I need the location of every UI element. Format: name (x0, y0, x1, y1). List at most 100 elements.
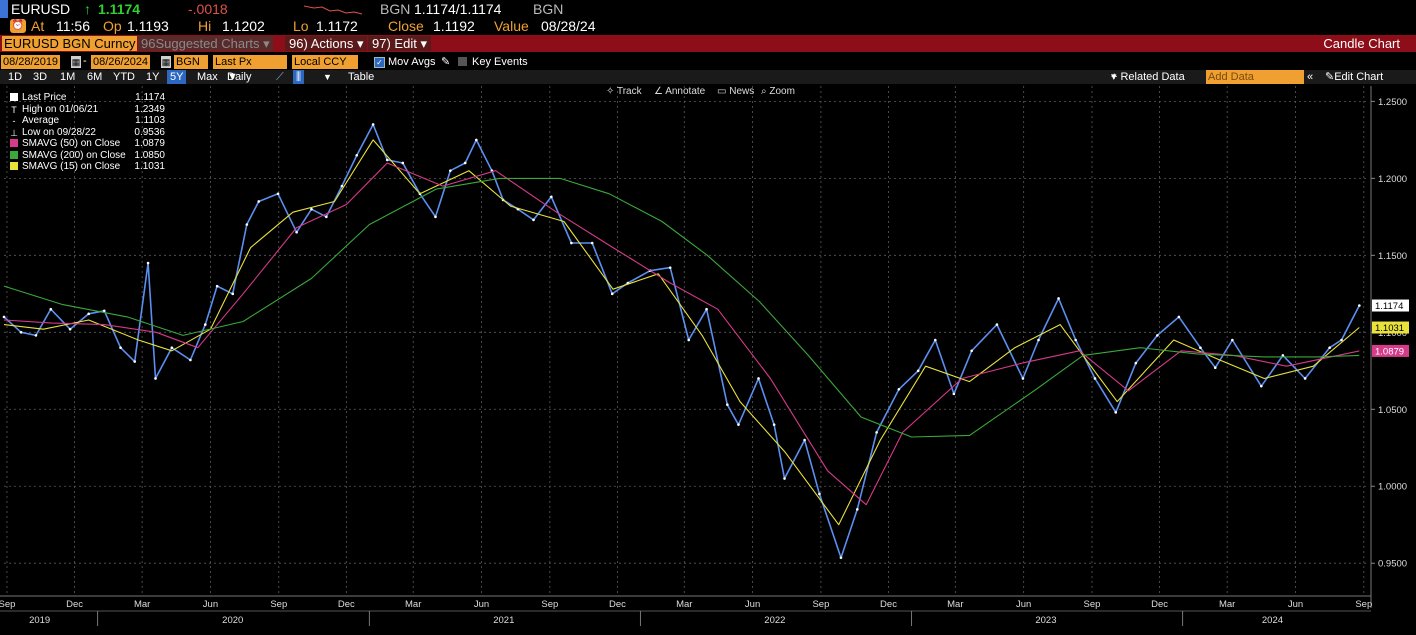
close-label: Close (388, 18, 424, 34)
alert-icon[interactable]: ⏰ (10, 19, 26, 33)
security-marker (0, 0, 8, 18)
edit-chart-label: Edit Chart (1334, 71, 1384, 83)
price-point (1114, 411, 1118, 414)
candle-chart-icon[interactable]: ⫼ (293, 70, 305, 84)
collapse-icon[interactable]: « (1307, 71, 1314, 83)
y-tick-label: 1.0500 (1378, 405, 1407, 416)
chart-inputs: 08/28/2019 ▦ - 08/26/2024 ▦ BGN Last Px … (0, 55, 1416, 70)
end-date-field[interactable]: 08/26/2024 (91, 55, 151, 69)
track-button[interactable]: ✧ Track (606, 86, 642, 97)
price-point (119, 346, 122, 349)
price-point (189, 358, 192, 362)
suggested-charts-button[interactable]: 96Suggested Charts ▾ (138, 36, 273, 51)
year-label: 2022 (764, 615, 785, 626)
range-3d[interactable]: 3D (33, 71, 48, 83)
price-point (146, 261, 150, 265)
price-point (1177, 315, 1181, 319)
legend-smavg-15[interactable]: SMAVG (15) on Close 1.1031 (10, 161, 165, 173)
price-point (1199, 346, 1202, 349)
x-tick-label: Jun (203, 599, 218, 610)
end-calendar-icon[interactable]: ▦ (161, 56, 171, 68)
price-point (1057, 297, 1060, 300)
x-tick-label: Dec (1151, 599, 1168, 610)
bid-ask: 1.1174/1.1174 (414, 1, 502, 17)
range-6m[interactable]: 6M (87, 71, 103, 83)
price-point (610, 292, 614, 296)
year-label: 2023 (1035, 615, 1056, 626)
legend-value: 0.9536 (134, 126, 165, 138)
table-button[interactable]: Table (348, 71, 375, 83)
range-1m[interactable]: 1M (60, 71, 76, 83)
related-data-button[interactable]: + Related Data ▾ (1111, 71, 1185, 83)
x-tick-label: Jun (745, 599, 760, 610)
source-field[interactable]: BGN (174, 55, 208, 69)
price-point (355, 153, 359, 157)
year-label: 2020 (222, 615, 243, 626)
edit-chart-button[interactable]: ✎ Edit Chart (1325, 71, 1384, 83)
range-5y[interactable]: 5Y (167, 70, 187, 84)
price-point (970, 349, 973, 353)
value-tag-bg (1372, 299, 1409, 312)
range-1d[interactable]: 1D (8, 71, 23, 83)
line-chart-icon[interactable]: ⟋ (276, 71, 284, 83)
series-line-smavg-50-on-close (3, 162, 1360, 506)
legend-last-price[interactable]: Last Price 1.1174 (10, 92, 165, 104)
news-button[interactable]: ▭ News (717, 86, 755, 97)
price-point (203, 323, 207, 326)
y-tick-label: 1.2000 (1378, 174, 1407, 185)
price-point (933, 338, 937, 342)
frequency-select[interactable]: Daily ▼ (227, 71, 252, 83)
price-point (34, 334, 38, 337)
at-label: At (31, 18, 45, 34)
close-value: 1.1192 (433, 18, 475, 34)
add-data-input[interactable]: Add Data (1206, 70, 1304, 84)
series-line-smavg-15-on-close (3, 139, 1360, 526)
actions-menu-button[interactable]: 96) Actions ▾ (285, 36, 368, 51)
chart-area[interactable]: 0.95001.00001.05001.10001.15001.20001.25… (0, 84, 1416, 630)
range-ytd[interactable]: YTD (113, 71, 135, 83)
x-tick-label: Mar (405, 599, 421, 610)
low-marker-icon: ⊥ (10, 127, 18, 138)
annotate-button[interactable]: ∠ Annotate (654, 86, 706, 97)
price-point (705, 307, 708, 311)
price-chart[interactable]: 0.95001.00001.05001.10001.15001.20001.25… (0, 84, 1416, 630)
legend-value: 1.0850 (134, 149, 165, 161)
x-tick-label: Mar (676, 599, 692, 610)
security-field[interactable]: EURUSD BGN Curncy (2, 36, 138, 51)
key-events-label: Key Events (472, 56, 528, 68)
x-tick-label: Jun (474, 599, 489, 610)
chart-legend: Last Price 1.1174 T High on 01/06/21 1.2349… (10, 92, 165, 173)
price-point (449, 169, 452, 172)
pencil-icon[interactable]: ✎ (441, 56, 451, 68)
chart-type-dropdown-icon[interactable]: ▼ (323, 72, 332, 82)
x-tick-label: Sep (812, 599, 829, 610)
currency-select[interactable]: Local CCY (292, 55, 358, 69)
price-point (839, 556, 843, 559)
legend-smavg-200[interactable]: SMAVG (200) on Close 1.0850 (10, 150, 165, 162)
price-point (340, 184, 344, 188)
legend-swatch (10, 139, 18, 147)
price-field-select[interactable]: Last Px (213, 55, 287, 69)
edit-menu-button[interactable]: 97) Edit ▾ (368, 36, 431, 51)
price-point (231, 292, 235, 296)
range-max[interactable]: Max (197, 71, 218, 83)
legend-label: SMAVG (200) on Close (22, 149, 126, 161)
legend-label: SMAVG (50) on Close (22, 138, 121, 149)
key-events-checkbox[interactable] (458, 57, 467, 66)
start-calendar-icon[interactable]: ▦ (71, 56, 81, 68)
mov-avgs-checkbox[interactable]: ✓ (374, 57, 385, 68)
legend-label: Average (22, 115, 60, 126)
price-point (325, 215, 328, 219)
value-tag-label: 1.1031 (1375, 323, 1404, 334)
price-point (257, 200, 261, 203)
price-point (133, 360, 137, 363)
price-point (215, 284, 219, 288)
zoom-button[interactable]: ⌕ Zoom (761, 86, 795, 97)
price-point (550, 195, 553, 199)
price-point (371, 123, 375, 126)
suggested-number: 96 (141, 36, 156, 51)
range-1y[interactable]: 1Y (146, 71, 160, 83)
symbol[interactable]: EURUSD (11, 1, 71, 17)
start-date-field[interactable]: 08/28/2019 (1, 55, 61, 69)
legend-smavg-50[interactable]: SMAVG (50) on Close 1.0879 (10, 138, 165, 150)
